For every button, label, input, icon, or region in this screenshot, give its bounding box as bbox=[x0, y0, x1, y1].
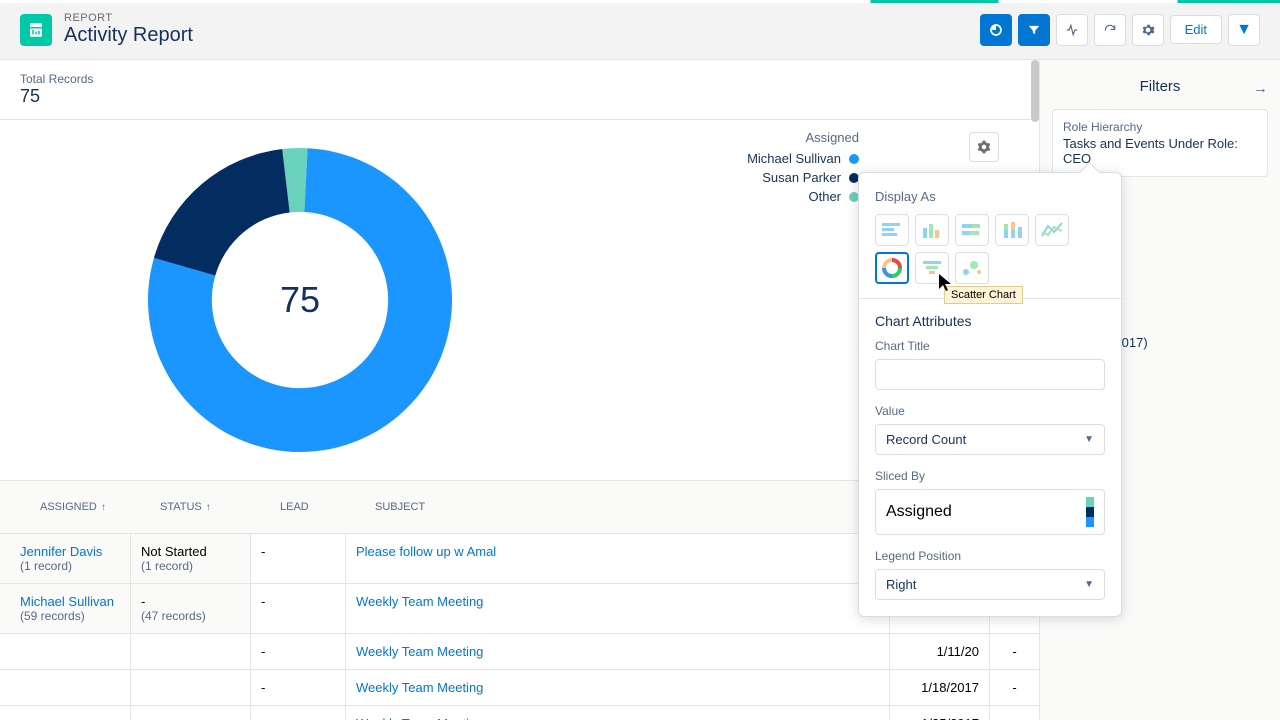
page-subtitle: REPORT bbox=[64, 12, 193, 24]
dropdown-button[interactable]: ▼ bbox=[1228, 14, 1260, 46]
sort-up-icon: ↑ bbox=[101, 502, 106, 513]
chart-title-label: Chart Title bbox=[875, 339, 1105, 353]
total-records: Total Records 75 bbox=[0, 60, 1039, 120]
settings-button[interactable] bbox=[1132, 14, 1164, 46]
chart-type-line[interactable] bbox=[1035, 214, 1069, 246]
header-actions: Edit ▼ bbox=[980, 14, 1260, 46]
scatter-chart-tooltip: Scatter Chart bbox=[944, 286, 1023, 304]
filter-toggle-button[interactable] bbox=[1018, 14, 1050, 46]
chart-properties-popover: Display As Chart Attributes Chart Title … bbox=[858, 172, 1122, 617]
legend-item: Other bbox=[747, 189, 859, 204]
sliced-by-select[interactable]: Assigned bbox=[875, 489, 1105, 535]
sidebar-title: Filters → bbox=[1052, 72, 1268, 109]
assigned-link[interactable]: Michael Sullivan bbox=[20, 594, 120, 609]
page-header: REPORT Activity Report Edit ▼ bbox=[0, 0, 1280, 60]
chart-type-picker bbox=[875, 214, 1105, 284]
legend-item: Michael Sullivan bbox=[747, 151, 859, 166]
col-status[interactable]: STATUS↑ bbox=[150, 491, 270, 523]
col-subject[interactable]: SUBJECT bbox=[365, 491, 869, 523]
filter-value: Tasks and Events Under Role: CEO bbox=[1063, 136, 1257, 166]
chart-type-scatter[interactable] bbox=[955, 252, 989, 284]
legend-position-label: Legend Position bbox=[875, 549, 1105, 563]
expand-icon[interactable]: → bbox=[1253, 80, 1268, 97]
edit-button[interactable]: Edit bbox=[1170, 15, 1222, 44]
table-row: -Weekly Team Meeting1/18/2017- bbox=[0, 670, 1039, 706]
sort-up-icon: ↑ bbox=[206, 502, 211, 513]
subject-link[interactable]: Weekly Team Meeting bbox=[356, 594, 483, 609]
chart-type-bar-stacked-v[interactable] bbox=[995, 214, 1029, 246]
chevron-down-icon: ▼ bbox=[1084, 434, 1094, 445]
legend-title: Assigned bbox=[747, 130, 859, 145]
chart-type-bar-h[interactable] bbox=[875, 214, 909, 246]
table-row: -Weekly Team Meeting1/25/2017- bbox=[0, 706, 1039, 720]
chart-settings-gear[interactable] bbox=[969, 132, 999, 162]
cursor-icon bbox=[939, 274, 953, 296]
top-accent-bar bbox=[0, 0, 1280, 3]
report-icon bbox=[20, 14, 52, 46]
donut-chart: 75 bbox=[140, 140, 460, 460]
value-select[interactable]: Record Count ▼ bbox=[875, 424, 1105, 455]
display-as-label: Display As bbox=[875, 189, 1105, 204]
col-assigned[interactable]: ASSIGNED↑ bbox=[20, 491, 150, 523]
chart-type-bar-stacked-h[interactable] bbox=[955, 214, 989, 246]
chevron-down-icon: ▼ bbox=[1084, 579, 1094, 590]
col-lead[interactable]: LEAD bbox=[270, 491, 365, 523]
page-title: Activity Report bbox=[64, 24, 193, 47]
filter-label: Role Hierarchy bbox=[1063, 120, 1257, 134]
title-block: REPORT Activity Report bbox=[64, 12, 193, 47]
subject-link[interactable]: Weekly Team Meeting bbox=[356, 716, 483, 720]
chart-attributes-title: Chart Attributes bbox=[875, 313, 1105, 329]
chart-type-donut[interactable] bbox=[875, 252, 909, 284]
refresh-button[interactable] bbox=[1094, 14, 1126, 46]
chart-title-input[interactable] bbox=[875, 359, 1105, 390]
sliced-by-label: Sliced By bbox=[875, 469, 1105, 483]
chart-legend: Assigned Michael Sullivan Susan Parker Oth… bbox=[747, 130, 859, 208]
chart-toggle-button[interactable] bbox=[980, 14, 1012, 46]
legend-item: Susan Parker bbox=[747, 170, 859, 185]
value-label: Value bbox=[875, 404, 1105, 418]
total-label: Total Records bbox=[20, 72, 1019, 86]
total-value: 75 bbox=[20, 86, 1019, 107]
assigned-link[interactable]: Jennifer Davis bbox=[20, 544, 120, 559]
legend-swatch bbox=[849, 154, 859, 164]
table-row: -Weekly Team Meeting1/11/20- bbox=[0, 634, 1039, 670]
subject-link[interactable]: Weekly Team Meeting bbox=[356, 680, 483, 695]
scrollbar-thumb[interactable] bbox=[1031, 60, 1039, 122]
sliced-color-preview bbox=[1086, 497, 1094, 527]
chart-type-bar-v[interactable] bbox=[915, 214, 949, 246]
donut-center-value: 75 bbox=[280, 279, 320, 321]
subject-link[interactable]: Weekly Team Meeting bbox=[356, 644, 483, 659]
activity-icon-button[interactable] bbox=[1056, 14, 1088, 46]
subject-link[interactable]: Please follow up w Amal bbox=[356, 544, 496, 559]
legend-position-select[interactable]: Right ▼ bbox=[875, 569, 1105, 600]
